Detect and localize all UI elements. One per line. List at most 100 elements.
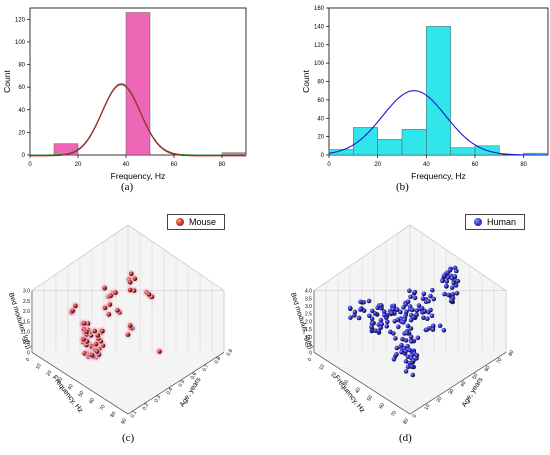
x-tick-label: 60 xyxy=(472,162,479,168)
scatter-point xyxy=(420,296,426,301)
scatter-point xyxy=(384,323,390,329)
x-tick-label: 10 xyxy=(318,363,326,371)
x-tick-label: 0 xyxy=(327,162,331,168)
y-tick-label: 40 xyxy=(18,108,25,114)
scatter-point xyxy=(419,305,425,311)
scatter-point xyxy=(408,334,414,340)
scatter-point xyxy=(369,316,375,322)
scatter-point xyxy=(384,319,390,325)
scatter-point xyxy=(395,317,401,323)
x-tick-label: 70 xyxy=(390,410,398,418)
y-tick-label: 80 xyxy=(317,80,324,86)
scatter-point xyxy=(437,323,443,329)
scatter-point xyxy=(405,364,411,370)
scatter-point xyxy=(412,295,418,301)
y-axis-line xyxy=(127,352,225,415)
y-tick-label: 0.7 xyxy=(202,364,211,373)
scatter-point xyxy=(447,268,453,273)
scatter-point xyxy=(411,314,416,320)
y-axis-label: Count xyxy=(2,70,12,93)
z-tick-label: 0.5 xyxy=(305,343,312,349)
x-tick-label: 70 xyxy=(99,404,107,412)
x-tick-label: 60 xyxy=(171,162,178,168)
scatter-point xyxy=(424,327,429,333)
scatter-point xyxy=(428,307,433,313)
scatter-point xyxy=(106,312,112,317)
scatter-point xyxy=(398,309,403,315)
y-tick-label: 0.1 xyxy=(130,410,139,419)
x-tick-label: 50 xyxy=(366,394,374,402)
scatter-point xyxy=(356,315,362,321)
x-tick-label: 0 xyxy=(28,162,32,168)
scatter-point xyxy=(410,372,416,378)
x-tick-label: 80 xyxy=(520,162,527,168)
scatter-point xyxy=(107,302,113,307)
scatter-point xyxy=(84,329,89,335)
scatter-point xyxy=(446,274,451,280)
scatter-point xyxy=(370,320,376,326)
panel-label-b: (b) xyxy=(396,181,409,193)
scatter-point xyxy=(125,332,131,337)
histogram-bar xyxy=(377,139,403,156)
scatter-point xyxy=(428,293,433,299)
scatter-point xyxy=(115,308,120,313)
scatter-point xyxy=(454,290,460,296)
scatter-point xyxy=(127,323,133,328)
legend-human: Human xyxy=(465,214,526,230)
scatter-point xyxy=(352,309,358,315)
fit-curve xyxy=(30,84,246,157)
y-tick-label: 160 xyxy=(314,6,325,12)
x-axis-line xyxy=(31,352,129,415)
y-tick-label: 70 xyxy=(496,357,504,365)
scatter-point xyxy=(403,369,409,374)
y-tick-label: 100 xyxy=(314,61,325,67)
z-tick-label: 3.0 xyxy=(23,289,30,295)
y-tick-label: 0.9 xyxy=(226,348,235,357)
x-tick-label: 20 xyxy=(374,162,381,168)
x-tick-label: 40 xyxy=(423,162,430,168)
y-tick-label: 0.2 xyxy=(142,402,151,411)
histogram-bar xyxy=(450,147,476,156)
legend-marker-icon xyxy=(176,218,184,226)
x-axis-line xyxy=(313,352,411,415)
y-axis-label: Age, years xyxy=(461,376,485,409)
scatter-point xyxy=(403,338,409,343)
scatter-point xyxy=(387,329,393,335)
scatter-point xyxy=(431,296,437,302)
z-tick-label: 1.0 xyxy=(23,330,30,336)
scatter-point xyxy=(404,309,409,315)
scatter-point xyxy=(454,268,459,274)
panel-label-c: (c) xyxy=(122,432,135,444)
scatter-point xyxy=(378,317,384,323)
scatter-point xyxy=(128,271,134,277)
scatter-point xyxy=(430,327,436,332)
scatter3d-panel-d: 00.51.01.52.02.53.03.54.0010203040506070… xyxy=(289,224,516,425)
scatter-point xyxy=(157,349,162,354)
scatter-point xyxy=(394,352,399,357)
scatter-point xyxy=(394,307,400,312)
x-tick-label: 20 xyxy=(330,371,338,379)
scatter-point xyxy=(127,287,133,293)
scatter-point xyxy=(407,288,412,294)
y-tick-label: 0 xyxy=(321,153,325,159)
z-tick-label: 1.5 xyxy=(305,327,312,333)
scatter-point xyxy=(81,336,87,342)
scatter-point xyxy=(401,319,406,325)
scatter-point xyxy=(421,315,426,320)
y-axis-line xyxy=(409,352,507,415)
x-tick-label: 30 xyxy=(342,379,350,387)
scatter-point xyxy=(379,321,385,327)
scatter-point xyxy=(400,336,405,342)
scatter-point xyxy=(409,339,414,344)
scatter-point xyxy=(408,326,414,331)
x-tick-label: 50 xyxy=(77,390,85,398)
scatter-point xyxy=(82,321,87,326)
scatter-point xyxy=(146,292,152,297)
z-tick-label: 3.5 xyxy=(305,296,312,302)
legend-label-mouse: Mouse xyxy=(189,217,217,227)
y-tick-label: 0.3 xyxy=(154,394,163,403)
scatter-point xyxy=(416,303,422,308)
x-axis-label: Frequency, Hz xyxy=(111,171,166,181)
y-tick-label: 120 xyxy=(314,43,325,49)
y-tick-label: 60 xyxy=(484,365,492,373)
